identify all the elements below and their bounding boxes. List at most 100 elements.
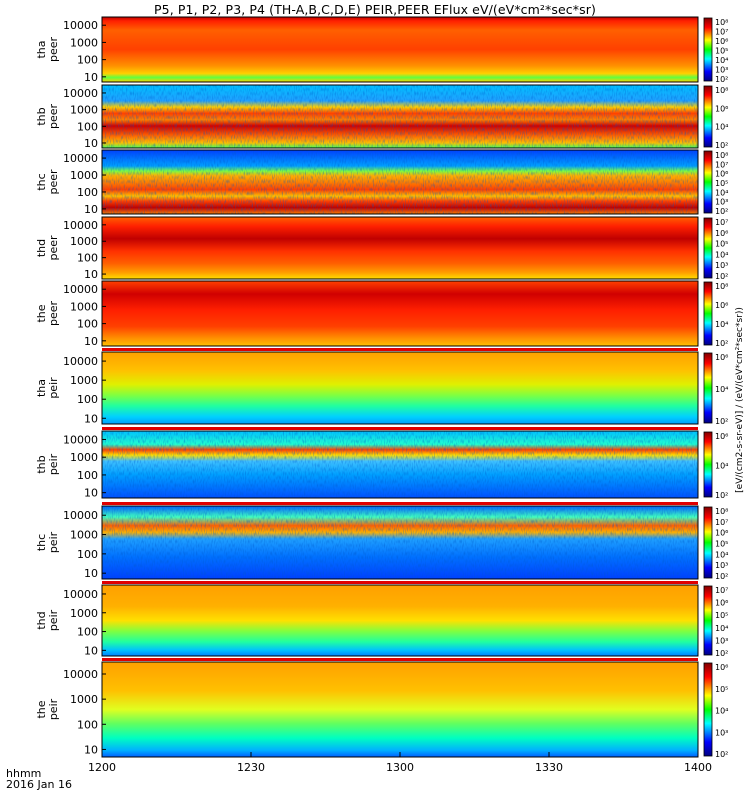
panel-frame bbox=[101, 16, 699, 83]
spectrogram-panel-the-peer: 10 100 1000 10000 the peer 10² 10⁴ 10⁶ 10⁸ bbox=[35, 280, 728, 348]
panel-ylabel-line: peer bbox=[47, 37, 60, 63]
colorbar-tick-label: 10⁵ bbox=[715, 179, 728, 188]
y-tick-label: 1000 bbox=[70, 451, 98, 464]
panel-ylabel-line: thc bbox=[35, 173, 48, 190]
y-tick-label: 10000 bbox=[63, 87, 98, 100]
y-tick-label: 10 bbox=[84, 743, 98, 756]
colorbar bbox=[703, 217, 713, 279]
spectrogram-noise-overlay bbox=[102, 506, 698, 579]
y-tick-label: 1000 bbox=[70, 374, 98, 387]
spectrogram-image bbox=[102, 281, 698, 346]
x-tick-label: 1400 bbox=[684, 761, 712, 774]
spectrogram-image bbox=[102, 662, 698, 757]
colorbar-tick-label: 10⁶ bbox=[715, 663, 728, 672]
panel-ylabel-line: thb bbox=[35, 107, 48, 125]
colorbar-tick-label: 10⁵ bbox=[715, 685, 728, 694]
time-axis-date-label: 2016 Jan 16 bbox=[6, 778, 72, 791]
y-tick-label: 1000 bbox=[70, 693, 98, 706]
colorbar-tick-label: 10² bbox=[715, 207, 728, 216]
y-tick-label: 10000 bbox=[63, 668, 98, 681]
y-tick-label: 10 bbox=[84, 137, 98, 150]
colorbar bbox=[703, 662, 713, 757]
colorbar-tick-label: 10⁴ bbox=[715, 250, 728, 259]
colorbar bbox=[703, 281, 713, 346]
panel-frame bbox=[101, 505, 699, 580]
panel-ylabel-line: peer bbox=[47, 235, 60, 261]
y-tick-label: 1000 bbox=[70, 529, 98, 542]
time-axis: 1200 1230 1300 1330 1400 bbox=[88, 752, 712, 774]
colorbar-tick-label: 10² bbox=[715, 141, 728, 150]
x-tick-label: 1330 bbox=[535, 761, 563, 774]
y-tick-label: 1000 bbox=[70, 607, 98, 620]
y-tick-label: 10000 bbox=[63, 588, 98, 601]
figure-title: P5, P1, P2, P3, P4 (TH-A,B,C,D,E) PEIR,P… bbox=[154, 2, 596, 17]
colorbar-tick-label: 10³ bbox=[715, 261, 728, 270]
x-tick-label: 1230 bbox=[237, 761, 265, 774]
y-tick-label: 100 bbox=[77, 469, 98, 482]
y-tick-label: 10000 bbox=[63, 219, 98, 232]
y-tick-label: 10 bbox=[84, 203, 98, 216]
colorbar-tick-label: 10⁶ bbox=[715, 170, 728, 179]
y-tick-label: 100 bbox=[77, 626, 98, 639]
x-tick-label: 1300 bbox=[386, 761, 414, 774]
y-tick-label: 10000 bbox=[63, 433, 98, 446]
panel-ylabel-line: peer bbox=[47, 104, 60, 130]
colorbar bbox=[703, 17, 713, 82]
panel-ylabel-line: peir bbox=[47, 698, 60, 720]
colorbar-tick-label: 10⁶ bbox=[715, 353, 728, 362]
spectrogram-panel-thd-peir: 10 100 1000 10000 thd peir 10² 10³ 10⁴ 10⁵ 10⁶ 10⁷ bbox=[35, 581, 728, 658]
colorbar-tick-label: 10² bbox=[715, 750, 728, 759]
spectrogram-noise-overlay bbox=[102, 85, 698, 148]
panel-frame bbox=[101, 351, 699, 425]
colorbar-tick-label: 10² bbox=[715, 572, 728, 581]
colorbar-tick-label: 10⁴ bbox=[715, 462, 728, 471]
colorbar-tick-label: 10⁴ bbox=[715, 707, 728, 716]
colorbar-tick-label: 10² bbox=[715, 491, 728, 500]
panel-separator-strip bbox=[102, 658, 698, 661]
y-tick-label: 10 bbox=[84, 644, 98, 657]
colorbar-tick-label: 10⁸ bbox=[715, 507, 728, 516]
y-tick-label: 100 bbox=[77, 120, 98, 133]
colorbar-tick-label: 10² bbox=[715, 75, 728, 84]
spectrogram-panel-thc-peer: 10 100 1000 10000 thc peer 10²10³10⁴10⁵10⁶10⁷1… bbox=[35, 149, 728, 216]
colorbar-tick-label: 10⁸ bbox=[715, 282, 728, 291]
panel-frame bbox=[101, 584, 699, 657]
colorbar-tick-label: 10⁶ bbox=[715, 37, 728, 46]
colorbar-tick-label: 10⁸ bbox=[715, 86, 728, 95]
panel-separator-strip bbox=[102, 581, 698, 584]
colorbar-tick-label: 10⁴ bbox=[715, 550, 728, 559]
panel-ylabel-line: the bbox=[35, 700, 48, 718]
colorbar-tick-label: 10³ bbox=[715, 561, 728, 570]
colorbar-tick-label: 10³ bbox=[715, 198, 728, 207]
panel-frame bbox=[101, 84, 699, 149]
y-tick-label: 10000 bbox=[63, 509, 98, 522]
y-tick-label: 100 bbox=[77, 718, 98, 731]
panel-frame bbox=[101, 149, 699, 215]
y-tick-label: 100 bbox=[77, 318, 98, 331]
spectrogram-image bbox=[102, 17, 698, 82]
y-tick-label: 100 bbox=[77, 186, 98, 199]
panel-ylabel-line: thc bbox=[35, 534, 48, 551]
colorbar-tick-label: 10⁴ bbox=[715, 188, 728, 197]
panel-ylabel-line: peir bbox=[47, 453, 60, 475]
panel-ylabel-line: peir bbox=[47, 531, 60, 553]
y-tick-label: 10000 bbox=[63, 19, 98, 32]
colorbar-tick-label: 10⁷ bbox=[715, 518, 728, 527]
colorbar bbox=[703, 85, 713, 148]
y-tick-label: 10 bbox=[84, 487, 98, 500]
colorbar bbox=[703, 352, 713, 424]
y-tick-label: 1000 bbox=[70, 300, 98, 313]
colorbar-tick-label: 10⁵ bbox=[715, 540, 728, 549]
colorbar-tick-label: 10⁴ bbox=[715, 320, 728, 329]
colorbar bbox=[703, 585, 713, 656]
y-tick-label: 10 bbox=[84, 268, 98, 281]
spectrogram-panel-thb-peir: 10 100 1000 10000 thb peir 10² 10⁴ 10⁶ bbox=[35, 427, 728, 500]
y-tick-label: 10000 bbox=[63, 152, 98, 165]
colorbar-unit-label: [eV/(cm2-s-sr-eV)] / (eV/(eV*cm²*sec*sr)… bbox=[735, 307, 745, 493]
spectrogram-panel-tha-peer: 10 100 1000 10000 tha peer 10²10³10⁴10⁵10⁶10⁷1… bbox=[35, 16, 728, 84]
colorbar-tick-label: 10² bbox=[715, 339, 728, 348]
panel-ylabel-line: peer bbox=[47, 169, 60, 195]
colorbar-tick-label: 10⁶ bbox=[715, 599, 728, 608]
y-tick-label: 10 bbox=[84, 412, 98, 425]
y-tick-label: 1000 bbox=[70, 169, 98, 182]
